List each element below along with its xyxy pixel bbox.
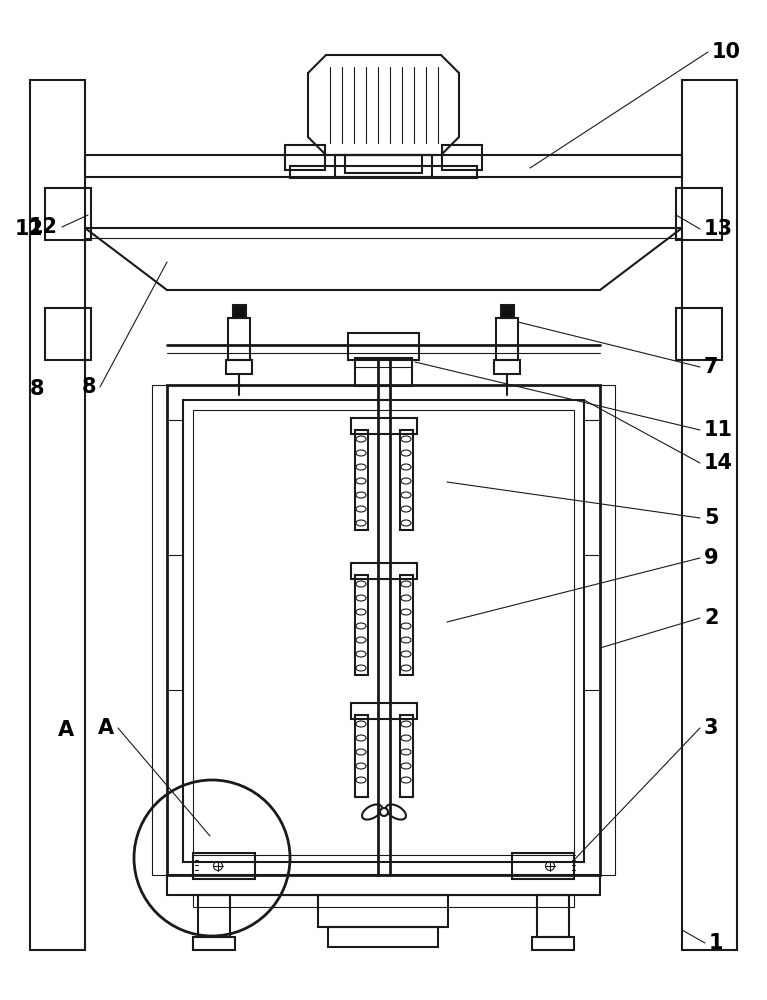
Bar bbox=[328, 927, 438, 947]
Bar bbox=[676, 188, 722, 240]
Bar bbox=[400, 430, 413, 530]
Ellipse shape bbox=[386, 804, 406, 820]
Bar bbox=[355, 358, 412, 386]
Text: 2: 2 bbox=[704, 608, 719, 628]
Bar bbox=[355, 575, 368, 675]
Bar bbox=[355, 715, 368, 797]
Bar bbox=[193, 410, 574, 855]
Bar bbox=[335, 155, 432, 177]
Bar bbox=[193, 853, 255, 879]
Bar bbox=[193, 895, 574, 907]
Bar bbox=[167, 875, 600, 895]
Bar bbox=[351, 418, 417, 434]
Bar bbox=[193, 937, 235, 950]
Bar bbox=[496, 318, 518, 360]
Text: 12: 12 bbox=[29, 217, 58, 237]
Bar bbox=[85, 155, 682, 177]
Bar bbox=[290, 166, 477, 178]
Bar bbox=[45, 188, 91, 240]
Bar bbox=[233, 305, 246, 318]
Bar bbox=[228, 318, 250, 360]
Text: 14: 14 bbox=[704, 453, 733, 473]
Bar bbox=[348, 333, 419, 360]
Text: 13: 13 bbox=[704, 219, 733, 239]
Bar bbox=[682, 80, 737, 950]
Bar bbox=[285, 145, 325, 170]
Text: A: A bbox=[58, 720, 74, 740]
Bar bbox=[318, 895, 448, 927]
Bar bbox=[45, 308, 91, 360]
Bar bbox=[501, 305, 514, 318]
Bar bbox=[532, 937, 574, 950]
Text: 12: 12 bbox=[15, 219, 44, 239]
Bar bbox=[537, 895, 569, 937]
Ellipse shape bbox=[380, 808, 388, 816]
Bar bbox=[226, 360, 252, 374]
Ellipse shape bbox=[362, 804, 382, 820]
Text: 9: 9 bbox=[704, 548, 719, 568]
Bar bbox=[494, 360, 520, 374]
Bar bbox=[676, 308, 722, 360]
Bar bbox=[345, 155, 422, 173]
Bar bbox=[167, 385, 600, 875]
Text: 11: 11 bbox=[704, 420, 733, 440]
Text: 3: 3 bbox=[704, 718, 719, 738]
Text: 10: 10 bbox=[712, 42, 741, 62]
Text: 1: 1 bbox=[709, 933, 723, 953]
Text: 7: 7 bbox=[704, 357, 719, 377]
Text: A: A bbox=[98, 718, 114, 738]
Bar bbox=[351, 563, 417, 579]
Text: 5: 5 bbox=[704, 508, 719, 528]
Bar bbox=[351, 703, 417, 719]
Bar bbox=[400, 715, 413, 797]
Text: 8: 8 bbox=[30, 379, 44, 399]
Bar bbox=[512, 853, 574, 879]
Bar bbox=[198, 895, 230, 937]
Bar bbox=[400, 575, 413, 675]
Bar bbox=[30, 80, 85, 950]
Bar bbox=[355, 430, 368, 530]
Bar bbox=[442, 145, 482, 170]
Bar bbox=[183, 400, 584, 862]
Text: 8: 8 bbox=[81, 377, 96, 397]
